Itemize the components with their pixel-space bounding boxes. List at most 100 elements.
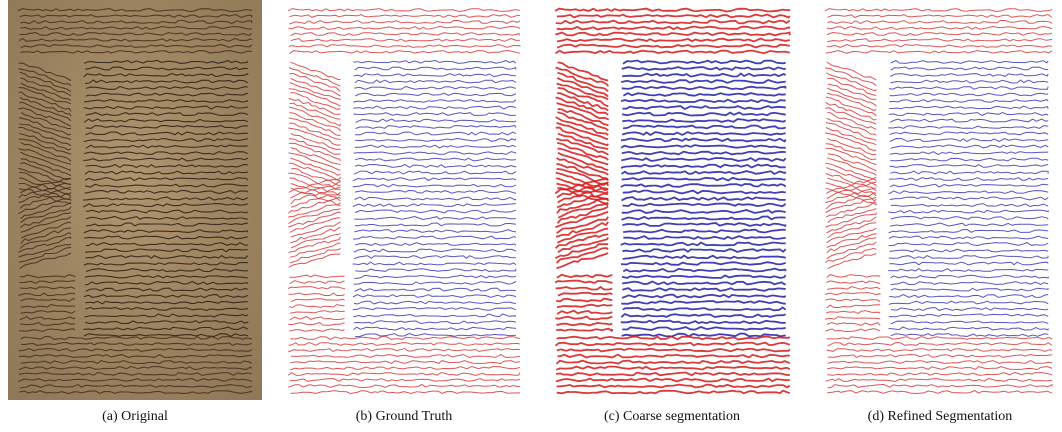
text-line — [621, 217, 785, 220]
text-line — [826, 311, 880, 314]
text-line — [826, 97, 876, 116]
text-line — [355, 80, 516, 83]
text-line — [557, 39, 790, 42]
panel-refined — [825, 9, 1052, 394]
caption: (a) Original — [102, 409, 168, 424]
text-line — [889, 301, 1048, 304]
text-line — [288, 287, 344, 289]
text-line — [289, 177, 341, 193]
text-line — [353, 100, 516, 103]
text-line — [621, 301, 786, 304]
text-line — [621, 262, 786, 265]
text-line — [889, 113, 1048, 116]
text-line — [825, 317, 880, 320]
text-line — [621, 243, 786, 246]
text-line — [889, 236, 1048, 239]
text-line — [353, 204, 516, 207]
text-line — [825, 293, 880, 295]
text-line — [558, 355, 790, 358]
text-line — [291, 148, 341, 165]
text-line — [354, 61, 516, 64]
text-line — [890, 171, 1048, 174]
text-line — [621, 158, 785, 161]
text-line — [557, 337, 790, 340]
text-line — [355, 269, 516, 272]
text-line — [889, 314, 1048, 317]
text-line — [557, 349, 790, 352]
text-line — [557, 45, 790, 48]
text-line — [354, 301, 516, 304]
text-line — [827, 367, 1052, 370]
text-line — [354, 152, 516, 155]
text-line — [827, 158, 876, 176]
page-stain — [8, 0, 262, 400]
text-line — [354, 282, 516, 285]
text-line — [355, 165, 516, 168]
text-line — [623, 230, 786, 233]
text-line — [556, 21, 790, 24]
text-line — [891, 217, 1048, 220]
text-line — [557, 275, 612, 278]
text-line — [556, 97, 609, 114]
text-line — [556, 299, 612, 302]
text-line — [555, 317, 612, 320]
figure: (a) Original (b) Ground Truth (c) Coarse… — [0, 0, 1062, 432]
text-line — [828, 361, 1052, 364]
text-line — [889, 256, 1048, 259]
text-line — [622, 223, 785, 226]
text-line — [826, 329, 881, 332]
text-line — [557, 27, 790, 30]
text-line — [557, 15, 790, 18]
text-line — [623, 256, 786, 259]
text-line — [622, 67, 786, 70]
text-line — [289, 275, 344, 278]
text-line — [353, 184, 516, 187]
text-line — [355, 67, 516, 70]
text-line — [556, 379, 790, 382]
text-line — [622, 275, 786, 278]
text-line — [622, 210, 786, 213]
text-line — [354, 256, 516, 259]
text-line — [889, 106, 1048, 109]
text-line — [289, 305, 344, 308]
text-line — [622, 295, 786, 298]
text-line — [353, 295, 516, 298]
text-line — [890, 184, 1048, 187]
text-line — [890, 132, 1048, 135]
text-line — [290, 93, 340, 110]
text-line — [290, 311, 345, 314]
text-line — [891, 61, 1048, 64]
text-line — [622, 106, 785, 109]
text-line — [890, 223, 1048, 226]
text-line — [890, 119, 1048, 122]
text-line — [354, 87, 516, 90]
text-line — [556, 343, 790, 346]
text-line — [288, 385, 520, 388]
text-line — [354, 275, 516, 278]
text-line — [291, 355, 520, 358]
text-line — [890, 74, 1048, 77]
text-line — [288, 212, 340, 227]
text-line — [827, 391, 1052, 394]
text-line — [288, 323, 344, 326]
text-line — [888, 210, 1048, 213]
text-line — [289, 45, 520, 48]
text-line — [622, 288, 785, 291]
text-line — [557, 391, 790, 394]
text-line — [826, 128, 876, 145]
text-line — [290, 33, 520, 36]
text-line — [291, 391, 520, 394]
text-line — [889, 327, 1049, 330]
text-line — [623, 61, 786, 64]
text-line — [557, 361, 790, 364]
text-line — [828, 254, 877, 269]
text-line — [353, 262, 516, 265]
text-line — [827, 305, 881, 308]
text-line — [290, 281, 345, 284]
text-line — [889, 100, 1048, 103]
text-line — [557, 385, 790, 388]
text-line — [621, 139, 786, 142]
text-line — [621, 80, 786, 83]
text-line — [290, 113, 341, 132]
caption: (c) Coarse segmentation — [604, 409, 740, 424]
